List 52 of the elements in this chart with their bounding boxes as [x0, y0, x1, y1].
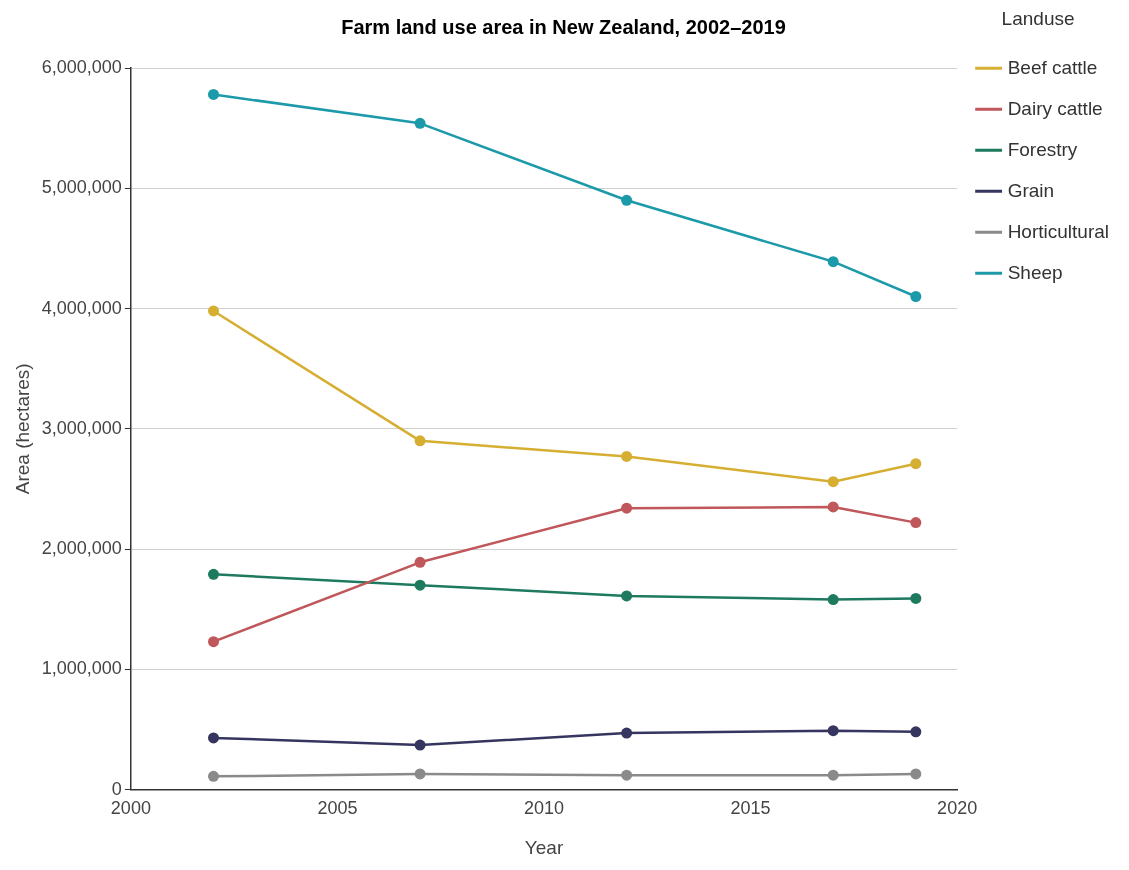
- y-tick-label: 0: [111, 778, 122, 799]
- point: [827, 501, 839, 513]
- point: [910, 726, 922, 738]
- point: [621, 502, 633, 514]
- point: [414, 435, 426, 447]
- y-tick-label: 1,000,000: [41, 658, 122, 679]
- point: [827, 725, 839, 737]
- legend-label: Dairy cattle: [1007, 97, 1103, 119]
- point: [621, 769, 633, 781]
- point: [621, 727, 633, 739]
- legend-label: Beef cattle: [1007, 56, 1098, 78]
- point: [208, 636, 219, 648]
- point: [827, 256, 839, 268]
- point: [827, 769, 839, 781]
- point: [208, 88, 219, 100]
- x-tick-label: 2005: [317, 798, 358, 819]
- x-tick-label: 2015: [730, 798, 771, 819]
- legend-label: Sheep: [1007, 261, 1063, 283]
- point: [414, 768, 426, 780]
- y-tick-label: 3,000,000: [41, 417, 122, 438]
- x-tick-label: 2010: [523, 798, 565, 819]
- x-tick-label: 2020: [937, 798, 978, 819]
- y-tick-label: 4,000,000: [41, 297, 122, 318]
- point: [208, 732, 219, 744]
- y-axis-title: Area (hectares): [11, 363, 33, 495]
- point: [621, 194, 633, 206]
- legend-label: Forestry: [1007, 138, 1078, 160]
- point: [621, 590, 633, 602]
- point: [910, 592, 922, 604]
- point: [910, 517, 922, 529]
- point: [414, 117, 426, 129]
- point: [621, 450, 633, 462]
- point: [208, 770, 219, 782]
- point: [414, 556, 426, 568]
- y-tick-label: 5,000,000: [41, 177, 122, 198]
- point: [208, 568, 219, 580]
- point: [910, 291, 922, 303]
- point: [910, 458, 922, 470]
- y-tick-label: 6,000,000: [41, 56, 122, 77]
- x-axis-title: Year: [524, 836, 564, 858]
- point: [414, 739, 426, 751]
- point: [414, 579, 426, 591]
- legend-title: Landuse: [1001, 7, 1075, 29]
- chart-title: Farm land use area in New Zealand, 2002–2019: [341, 15, 786, 38]
- legend-label: Horticultural: [1007, 220, 1110, 242]
- point: [827, 476, 839, 488]
- y-tick-label: 2,000,000: [41, 538, 122, 559]
- x-tick-label: 2000: [110, 798, 151, 819]
- point: [827, 594, 839, 606]
- point: [910, 768, 922, 780]
- legend-label: Grain: [1007, 179, 1055, 201]
- point: [208, 305, 219, 317]
